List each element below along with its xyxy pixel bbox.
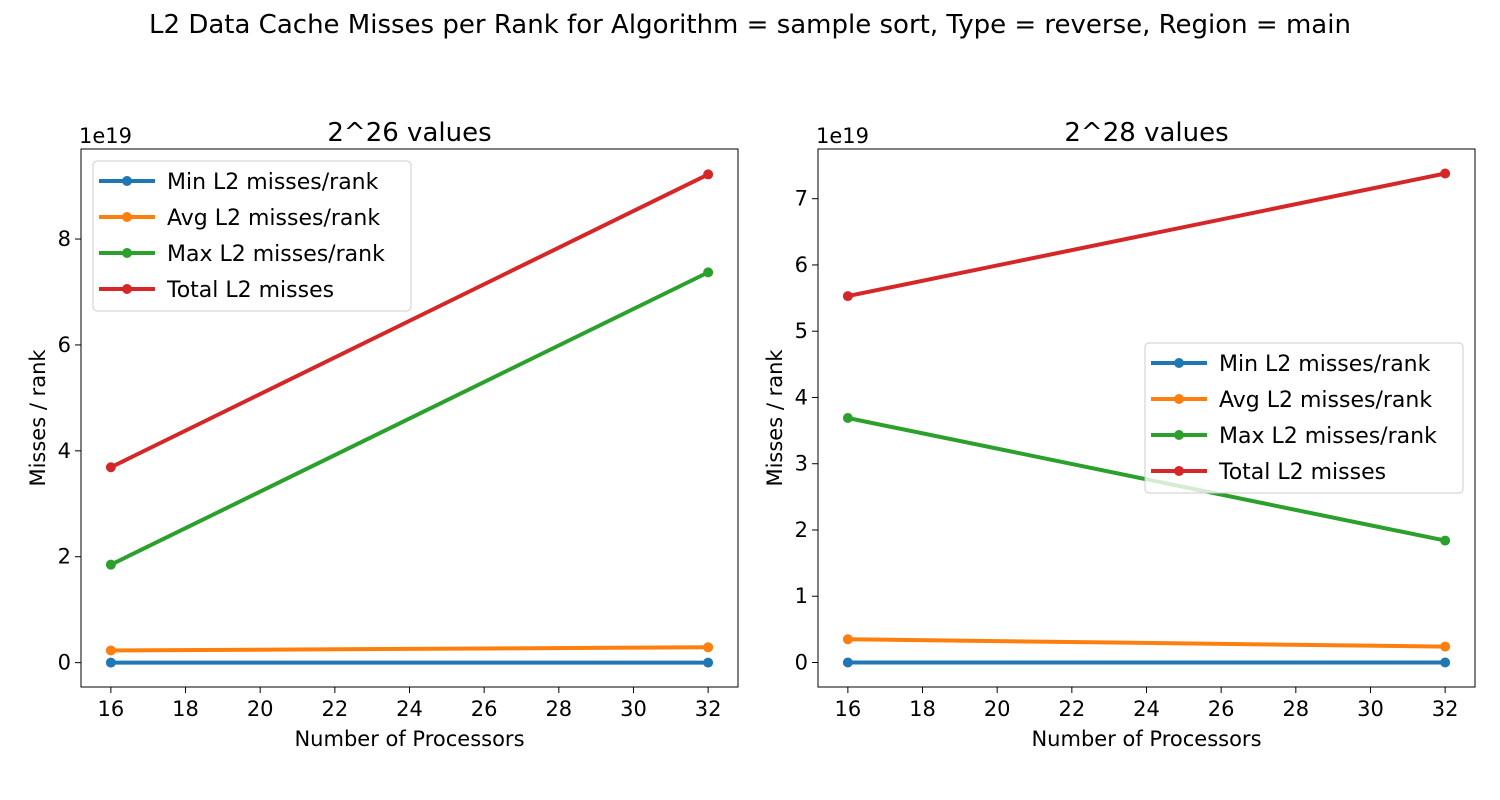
x-tick-label: 16 bbox=[97, 697, 124, 721]
legend-entry-label: Max L2 misses/rank bbox=[1219, 424, 1437, 449]
x-axis-label: Number of Processors bbox=[294, 727, 524, 751]
data-point-max bbox=[1440, 535, 1451, 546]
data-point-max bbox=[703, 267, 714, 278]
legend-swatch-marker bbox=[122, 284, 132, 294]
legend-entry-label: Max L2 misses/rank bbox=[167, 242, 385, 267]
data-point-max bbox=[105, 559, 116, 570]
data-point-total bbox=[105, 462, 116, 473]
x-tick-label: 16 bbox=[834, 697, 861, 721]
y-tick-label: 3 bbox=[795, 452, 808, 476]
data-point-total bbox=[703, 169, 714, 180]
y-tick-label: 4 bbox=[58, 439, 71, 463]
x-tick-label: 28 bbox=[1282, 697, 1309, 721]
x-tick-label: 18 bbox=[172, 697, 199, 721]
legend-box bbox=[92, 160, 412, 312]
legend-entry-label: Min L2 misses/rank bbox=[167, 170, 379, 195]
y-offset-text: 1e19 bbox=[79, 124, 132, 148]
legend-swatch-marker bbox=[1174, 358, 1184, 368]
legend-swatch-marker bbox=[122, 248, 132, 258]
y-tick-label: 0 bbox=[795, 650, 808, 674]
y-tick-label: 8 bbox=[58, 227, 71, 251]
data-point-max bbox=[842, 413, 853, 423]
x-tick-label: 20 bbox=[984, 697, 1011, 721]
legend-entry-label: Avg L2 misses/rank bbox=[1219, 388, 1432, 413]
y-axis-label: Misses / rank bbox=[26, 349, 50, 487]
series-line-total bbox=[109, 172, 710, 470]
data-point-avg bbox=[842, 634, 853, 645]
data-point-avg bbox=[105, 645, 116, 656]
x-tick-label: 32 bbox=[695, 697, 722, 721]
legend-swatch-marker bbox=[1174, 466, 1184, 476]
y-tick-label: 6 bbox=[795, 253, 808, 277]
series-line-max bbox=[109, 270, 710, 567]
legend-entry-label: Total L2 misses bbox=[1218, 460, 1386, 485]
x-tick-label: 26 bbox=[471, 697, 498, 721]
y-tick-label: 0 bbox=[58, 651, 71, 675]
legend-swatch-marker bbox=[122, 176, 132, 186]
legend-box bbox=[1144, 342, 1464, 494]
x-axis-label: Number of Processors bbox=[1031, 727, 1261, 751]
x-tick-label: 22 bbox=[321, 697, 348, 721]
y-tick-label: 6 bbox=[58, 333, 71, 357]
y-tick-label: 1 bbox=[795, 584, 808, 608]
subplot-title: 2^26 values bbox=[327, 118, 491, 148]
series-line-avg bbox=[847, 637, 1446, 649]
x-tick-label: 28 bbox=[545, 697, 572, 721]
x-tick-label: 20 bbox=[247, 697, 274, 721]
data-point-avg bbox=[703, 642, 714, 653]
subplot-2: 2^28 values 1e19 16 18 20 22 24 26 28 30 32 0 1 2 3 4 5 6… bbox=[763, 118, 1476, 751]
y-tick-label: 2 bbox=[58, 545, 71, 569]
series-line-avg bbox=[110, 645, 709, 653]
y-tick-label: 5 bbox=[795, 319, 808, 343]
figure-suptitle: L2 Data Cache Misses per Rank for Algori… bbox=[149, 10, 1351, 40]
legend-swatch-marker bbox=[1174, 430, 1184, 440]
series-line-total bbox=[847, 171, 1446, 299]
legend-entry-label: Total L2 misses bbox=[166, 278, 334, 303]
data-point-total bbox=[1440, 168, 1451, 179]
x-tick-label: 24 bbox=[396, 697, 423, 721]
data-point-min bbox=[703, 657, 714, 668]
y-tick-label: 2 bbox=[795, 518, 808, 542]
data-point-min bbox=[1440, 657, 1451, 668]
legend-entry-label: Min L2 misses/rank bbox=[1219, 352, 1431, 377]
data-point-min bbox=[105, 657, 116, 668]
legend-swatch-marker bbox=[1174, 394, 1184, 404]
x-tick-label: 32 bbox=[1432, 697, 1459, 721]
data-point-min bbox=[842, 657, 853, 668]
y-tick-label: 7 bbox=[795, 187, 808, 211]
x-tick-label: 24 bbox=[1133, 697, 1160, 721]
x-tick-label: 30 bbox=[1357, 697, 1384, 721]
y-tick-label: 4 bbox=[795, 385, 808, 409]
legend: Min L2 misses/rank Avg L2 misses/rank Max … bbox=[1144, 342, 1464, 494]
x-tick-label: 26 bbox=[1208, 697, 1235, 721]
legend-entry-label: Avg L2 misses/rank bbox=[167, 206, 380, 231]
y-offset-text: 1e19 bbox=[816, 124, 869, 148]
legend: Min L2 misses/rank Avg L2 misses/rank Max … bbox=[92, 160, 412, 312]
y-axis-label: Misses / rank bbox=[763, 349, 787, 487]
legend-swatch-marker bbox=[122, 212, 132, 222]
x-tick-label: 18 bbox=[909, 697, 936, 721]
x-tick-label: 22 bbox=[1058, 697, 1085, 721]
data-point-avg bbox=[1440, 641, 1451, 652]
x-tick-label: 30 bbox=[620, 697, 647, 721]
subplot-title: 2^28 values bbox=[1064, 118, 1228, 148]
data-point-total bbox=[842, 291, 853, 302]
